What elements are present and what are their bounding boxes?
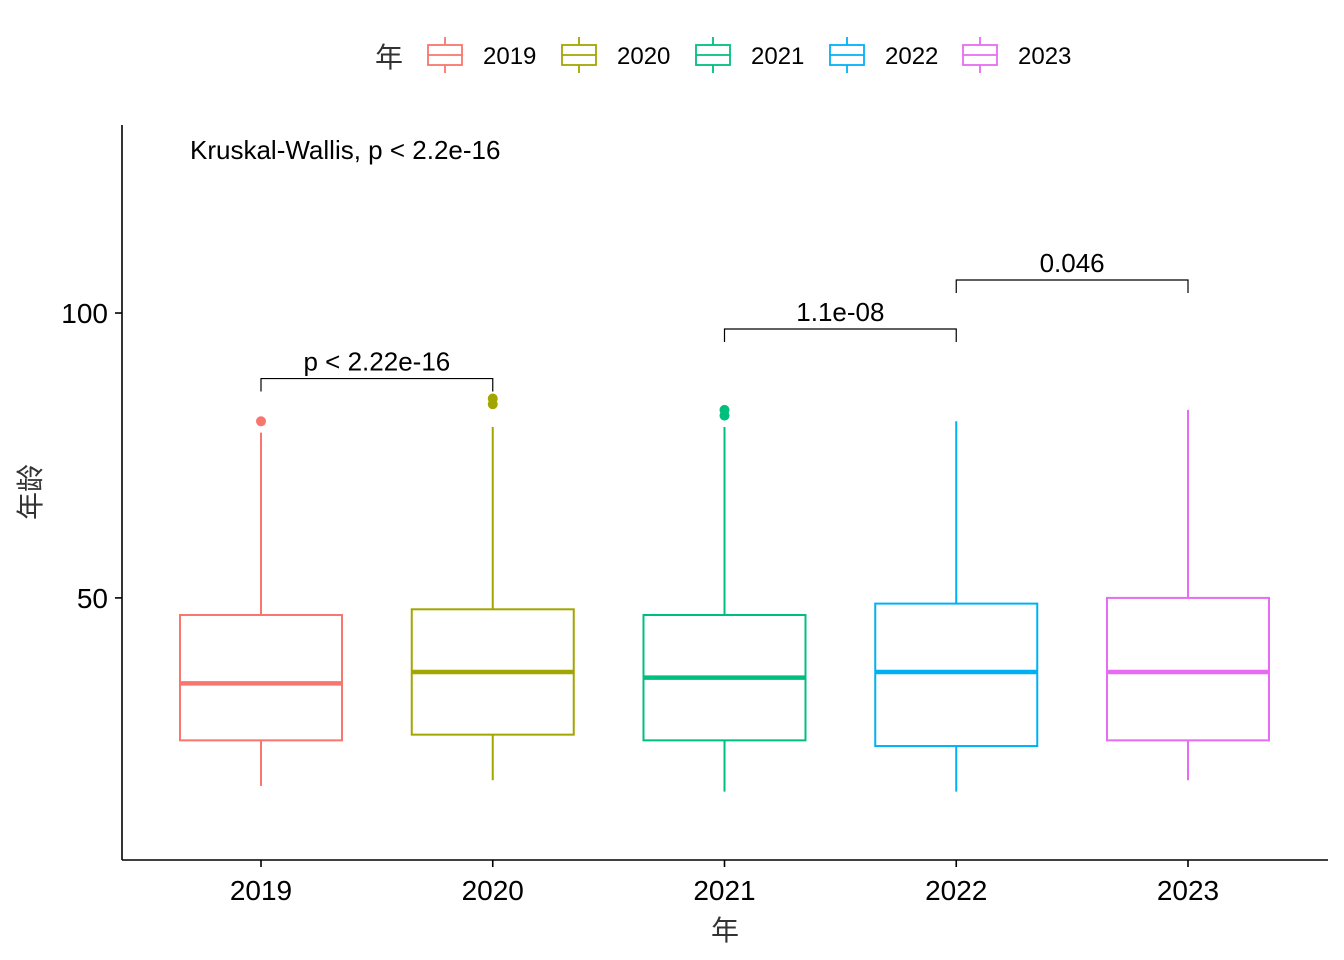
axes: 50 100 2019 2020 2021 2022 2023: [61, 125, 1328, 906]
legend-item-2020: 2020: [561, 37, 670, 73]
x-tick-label-2021: 2021: [693, 875, 755, 906]
legend-label-2023: 2023: [1018, 43, 1071, 70]
legend-item-2021: 2021: [695, 37, 804, 73]
box-body-2022: [874, 602, 1039, 748]
x-tick-label-2020: 2020: [462, 875, 524, 906]
outlier-2020-1: [487, 393, 498, 404]
box-2019: [179, 416, 343, 786]
y-tick-label-100: 100: [61, 298, 108, 329]
legend-label-2020: 2020: [617, 43, 670, 70]
box-2021: [642, 404, 807, 792]
plot-area: p < 2.22e-16 1.1e-08 0.046: [179, 248, 1270, 792]
legend: 年 2019 2020 2021 2022 2023: [375, 37, 1071, 74]
box-2020: [410, 393, 575, 781]
legend-item-2019: 2019: [427, 37, 536, 73]
comparison-2021-2022: 1.1e-08: [723, 297, 957, 342]
comparison-bracket-1: [723, 328, 957, 342]
x-tick-label-2023: 2023: [1157, 875, 1219, 906]
box-body-2019: [179, 614, 343, 742]
box-body-2023: [1106, 596, 1270, 742]
comparison-2022-2023: 0.046: [955, 248, 1189, 293]
legend-item-2023: 2023: [962, 37, 1071, 73]
x-tick-label-2019: 2019: [230, 875, 292, 906]
comparison-2019-2020: p < 2.22e-16: [260, 347, 494, 392]
comparison-bracket-2: [955, 279, 1189, 293]
comparison-bracket-0: [260, 377, 494, 392]
x-axis-title: 年: [711, 914, 739, 947]
comparison-label-0: p < 2.22e-16: [304, 347, 451, 377]
kruskal-wallis-annotation: Kruskal-Wallis, p < 2.2e-16: [190, 135, 500, 165]
legend-label-2022: 2022: [885, 43, 938, 70]
legend-label-2021: 2021: [751, 43, 804, 70]
outlier-2019-0: [256, 416, 266, 427]
y-tick-label-50: 50: [77, 583, 108, 614]
box-2022: [874, 421, 1039, 792]
box-2023: [1106, 409, 1270, 781]
outlier-2021-1: [719, 404, 730, 415]
comparison-label-1: 1.1e-08: [796, 297, 884, 327]
legend-label-2019: 2019: [483, 43, 536, 70]
legend-item-2022: 2022: [829, 37, 938, 73]
comparison-label-2: 0.046: [1040, 248, 1105, 278]
y-axis-title: 年龄: [14, 464, 47, 520]
x-tick-label-2022: 2022: [925, 875, 987, 906]
legend-title: 年: [375, 41, 403, 74]
